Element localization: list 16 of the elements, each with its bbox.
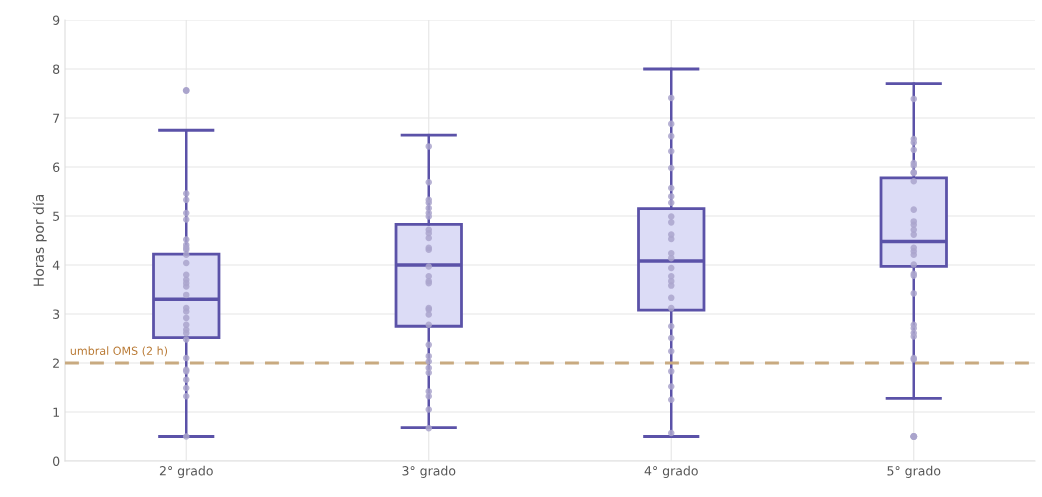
x-tick-label: 2° grado bbox=[159, 465, 213, 478]
x-tick-label: 4° grado bbox=[644, 465, 698, 478]
y-axis-title: Horas por día bbox=[32, 195, 47, 286]
y-tick-label: 2 bbox=[53, 358, 59, 368]
y-tick-label: 9 bbox=[52, 15, 60, 25]
y-tick-label: 6 bbox=[53, 162, 60, 172]
y-tick-label: 0 bbox=[53, 456, 60, 466]
x-tick-label: 3° grado bbox=[402, 465, 456, 478]
y-tick-label: 1 bbox=[53, 407, 59, 417]
y-tick-label: 4 bbox=[52, 260, 60, 270]
x-tick-label: 5° grado bbox=[887, 465, 941, 478]
ref-line-label: umbral OMS (2 h) bbox=[70, 346, 168, 357]
y-tick-label: 7 bbox=[53, 113, 60, 123]
y-tick-label: 5 bbox=[53, 211, 60, 221]
y-tick-label: 8 bbox=[53, 64, 60, 74]
y-tick-label: 3 bbox=[53, 309, 60, 319]
